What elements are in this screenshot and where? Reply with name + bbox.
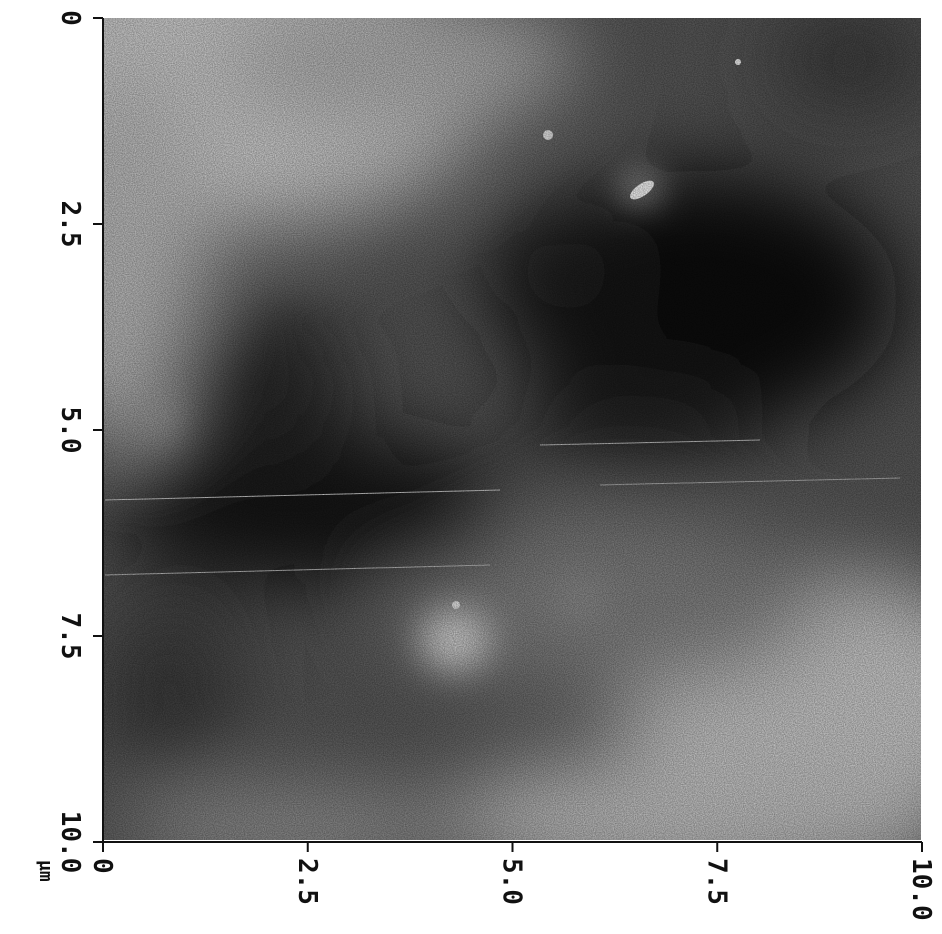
- bottom-tick-label: 7.5: [701, 858, 731, 905]
- left-tick-label: 7.5: [55, 613, 85, 660]
- bottom-tick-label: 10.0: [906, 858, 936, 921]
- left-tick-label: 2.5: [55, 201, 85, 248]
- bottom-tick-label: 0: [87, 858, 117, 874]
- left-tick-label: 0: [55, 10, 85, 26]
- bottom-tick-label: 2.5: [292, 858, 322, 905]
- bottom-tick-label: 5.0: [497, 858, 527, 905]
- bottom-axis: 0 2.5 5.0 7.5 10.0: [87, 842, 936, 921]
- left-axis: 0 2.5 5.0 7.5 10.0: [55, 10, 103, 873]
- height-map-image: [103, 18, 921, 840]
- unit-label: µm: [35, 860, 56, 882]
- left-tick-label: 5.0: [55, 407, 85, 454]
- left-tick-label: 10.0: [55, 811, 85, 874]
